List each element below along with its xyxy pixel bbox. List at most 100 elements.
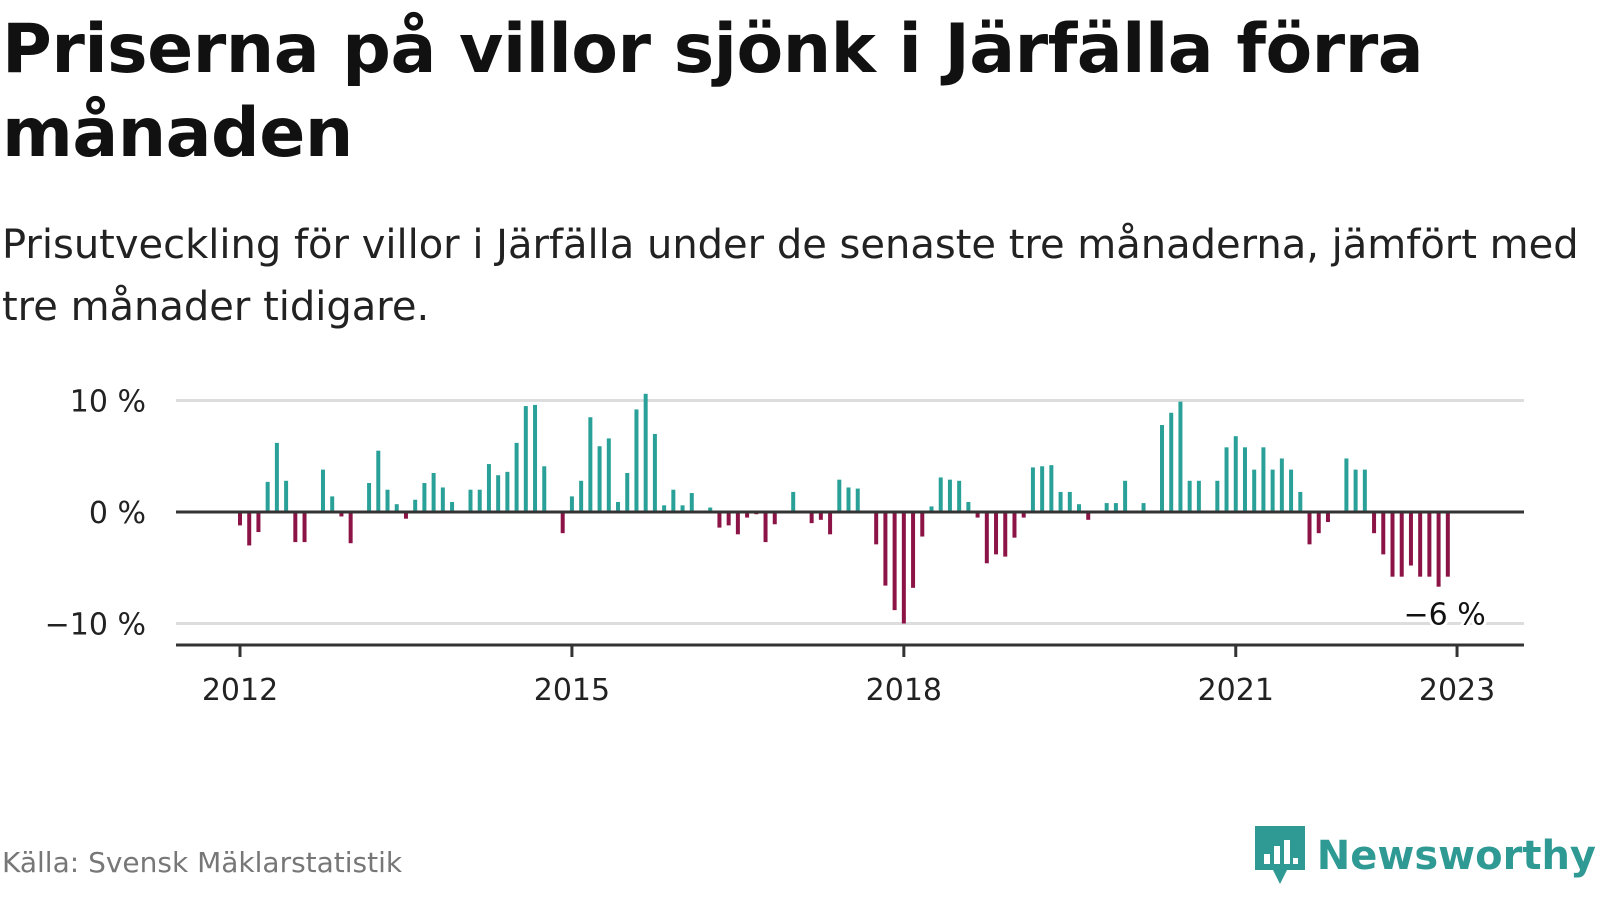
bar [1030,467,1035,512]
bar [1270,469,1275,512]
x-tick-label: 2023 [1419,673,1495,708]
bar [772,512,777,525]
bar [496,475,501,512]
bar [920,512,925,537]
bar [505,471,510,512]
bar [1123,480,1128,512]
bar [302,512,307,543]
bar [735,512,740,535]
bar [1399,512,1404,577]
bar [256,512,261,533]
chart-subtitle: Prisutveckling för villor i Järfälla und… [2,222,1579,330]
bar [1113,503,1118,512]
bar [1325,512,1330,523]
bar [938,477,943,512]
bar [616,501,621,512]
bar [422,483,427,512]
bar [1058,491,1063,512]
bar [1344,458,1349,512]
bar [450,501,455,512]
bar [560,512,565,534]
bar [320,469,325,512]
bar [680,505,685,512]
bar [1169,412,1174,512]
bar [975,512,980,518]
bar [1233,436,1238,512]
bar [625,472,630,512]
bar [486,464,491,512]
chart-title: Priserna på villor sjönk i Järfälla förr… [2,10,1424,173]
bar [1215,480,1220,512]
bar [1196,480,1201,512]
bar [1067,491,1072,512]
last-value-label: −6 % [1404,598,1486,633]
x-tick-label: 2021 [1198,673,1274,708]
bar [1178,401,1183,512]
bar-chart: 10 % 0 % −10 % 2012 2015 2018 2021 2023 −6 % [45,385,1524,708]
bar [689,493,694,512]
bar [929,506,934,512]
source-note: Källa: Svensk Mäklarstatistik [2,846,403,879]
bar [911,512,916,588]
bar [726,512,731,526]
bar [385,489,390,512]
bar [652,433,657,512]
bar [468,489,473,512]
brand-name: Newsworthy [1316,833,1596,879]
bar [828,512,833,535]
bar [1436,512,1441,587]
bar [247,512,252,546]
bar [818,512,823,520]
bar [1086,512,1091,520]
bar [994,512,999,555]
bars [238,393,1450,624]
axes: 10 % 0 % −10 % 2012 2015 2018 2021 2023 −6 % [45,385,1524,708]
bar [431,472,436,512]
bar [542,466,547,512]
bar [1242,447,1247,512]
bar [265,481,270,512]
bar [1298,491,1303,512]
bar [606,438,611,512]
gridlines [176,399,1524,625]
bar [1049,465,1054,512]
bar [947,479,952,512]
bar [514,442,519,512]
bar [1362,469,1367,512]
bar [579,480,584,512]
bar [1040,466,1045,512]
bar [671,489,676,512]
bar [1381,512,1386,555]
x-tick-label: 2012 [202,673,278,708]
bar [791,491,796,512]
bar [809,512,814,524]
bar [523,406,528,512]
bar [569,496,574,512]
bar [1418,512,1423,577]
bar [1289,469,1294,512]
bar [708,507,713,512]
bar [274,442,279,512]
bar [533,404,538,512]
bar [477,489,482,512]
bar [1252,469,1257,512]
bar [413,499,418,512]
bar [330,496,335,512]
bar [855,488,860,512]
bar [883,512,888,586]
bar [634,409,639,512]
bar [745,512,750,518]
bar [588,417,593,512]
y-tick-label: 10 % [70,385,146,420]
bar [717,512,722,528]
bar [957,480,962,512]
bar [1353,469,1358,512]
bar [339,512,344,517]
bar [1021,512,1026,518]
brand-logo[interactable]: Newsworthy [1254,826,1596,886]
bar [837,479,842,512]
x-tick-label: 2015 [534,673,610,708]
bar [1003,512,1008,557]
bar [1372,512,1377,534]
bar [1077,504,1082,512]
